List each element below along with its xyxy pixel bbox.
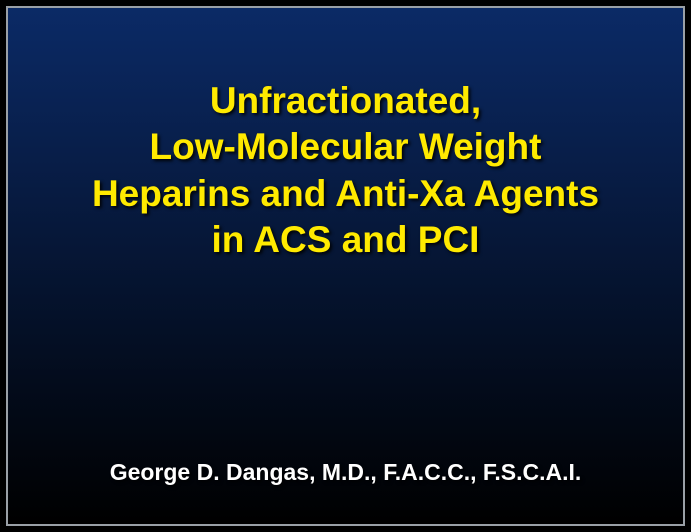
title-line: Low-Molecular Weight	[92, 124, 599, 170]
title-line: in ACS and PCI	[92, 217, 599, 263]
slide-title: Unfractionated, Low-Molecular Weight Hep…	[62, 78, 629, 263]
title-line: Heparins and Anti-Xa Agents	[92, 171, 599, 217]
slide-inner: Unfractionated, Low-Molecular Weight Hep…	[6, 6, 685, 526]
slide-author: George D. Dangas, M.D., F.A.C.C., F.S.C.…	[8, 459, 683, 486]
title-line: Unfractionated,	[92, 78, 599, 124]
slide: Unfractionated, Low-Molecular Weight Hep…	[0, 0, 691, 532]
